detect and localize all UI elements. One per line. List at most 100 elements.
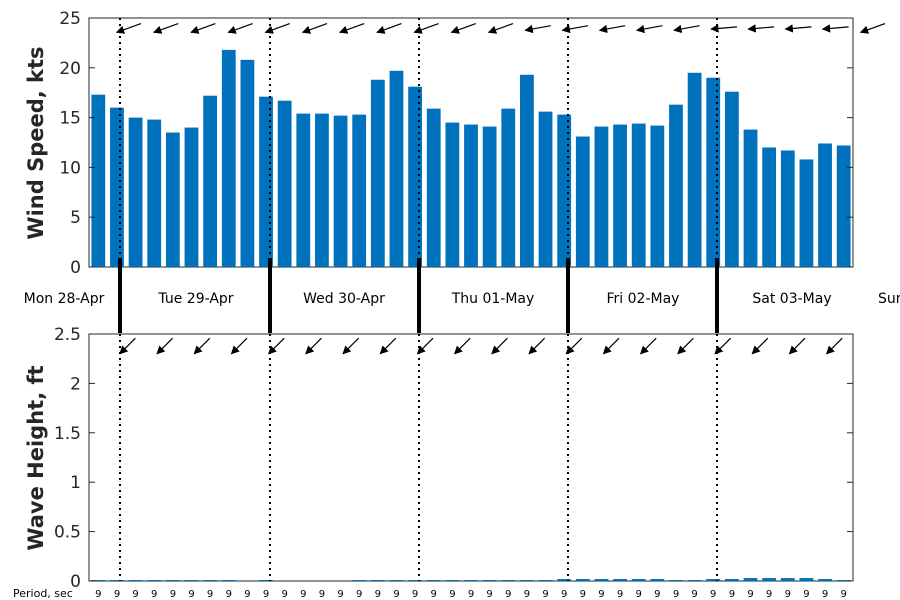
wind-bar [277, 100, 292, 267]
wind-bar [818, 143, 832, 267]
wind-bar [520, 74, 534, 268]
wind-bar [743, 129, 758, 267]
wind-bar [389, 70, 404, 267]
wave-bar [669, 580, 683, 581]
wave-bar [575, 579, 590, 581]
wind-bar [669, 104, 683, 268]
wave-bar [259, 580, 273, 581]
period-value: 9 [524, 589, 530, 600]
wind-ytick-label: 20 [59, 59, 81, 79]
wave-direction-arrow [230, 337, 248, 355]
wind-direction-arrow [115, 23, 142, 34]
wave-direction-arrow [640, 337, 657, 355]
wave-bar [501, 580, 516, 581]
period-value: 9 [803, 589, 809, 600]
wind-direction-arrow [598, 24, 626, 34]
wave-direction-arrow [565, 337, 583, 355]
wave-ytick-label: 2.5 [54, 325, 81, 345]
wind-bar [501, 108, 516, 267]
wave-bar [147, 580, 162, 581]
wave-bar [221, 580, 236, 581]
wind-bar [445, 122, 460, 267]
period-value: 9 [691, 589, 697, 600]
wave-bar [762, 578, 777, 581]
wave-bar [520, 580, 534, 581]
wind-direction-arrow [524, 24, 551, 34]
period-value: 9 [431, 589, 437, 600]
day-label: Sun [878, 291, 900, 307]
wind-bar [128, 117, 143, 267]
wave-direction-arrow [268, 337, 285, 355]
period-value: 9 [505, 589, 511, 600]
period-value: 9 [170, 589, 176, 600]
wind-direction-arrow [561, 24, 589, 34]
period-value: 9 [561, 589, 567, 600]
wave-bar [687, 580, 702, 581]
period-value: 9 [486, 589, 492, 600]
wind-bar [724, 91, 739, 267]
wave-bar [203, 580, 218, 581]
period-value: 9 [412, 589, 418, 600]
period-value: 9 [95, 589, 101, 600]
wave-direction-arrow [714, 337, 732, 355]
period-value: 9 [375, 589, 381, 600]
wind-bar [594, 126, 609, 267]
wave-direction-arrow [602, 337, 620, 355]
wind-bar [482, 126, 497, 267]
wind-bar [706, 77, 721, 267]
day-labels: Mon 28-Apr Tue 29-Apr Wed 30-Apr Thu 01-May… [24, 258, 900, 333]
wind-direction-arrow [710, 24, 738, 33]
period-value: 9 [449, 589, 455, 600]
period-value: 9 [822, 589, 828, 600]
period-value: 9 [319, 589, 325, 600]
period-value: 9 [188, 589, 194, 600]
wind-bar [110, 107, 124, 267]
wave-bar [650, 579, 665, 581]
period-value: 9 [673, 589, 679, 600]
period-value: 9 [766, 589, 772, 600]
wind-direction-arrow [747, 24, 775, 33]
wave-direction-arrow [826, 337, 843, 355]
period-value: 9 [244, 589, 250, 600]
wave-bar [743, 578, 758, 581]
wave-direction-arrow [528, 337, 546, 355]
wave-direction-arrow [454, 337, 471, 355]
wind-bar [575, 136, 590, 267]
wave-direction-arrow [156, 337, 174, 355]
wave-bar [389, 580, 404, 581]
period-value: 9 [654, 589, 660, 600]
period-value: 9 [393, 589, 399, 600]
wind-bar [147, 119, 162, 267]
period-value: 9 [841, 589, 847, 600]
wave-bar [184, 580, 199, 581]
day-label: Thu 01-May [451, 291, 535, 307]
period-value: 9 [207, 589, 213, 600]
period-value: 9 [785, 589, 791, 600]
period-value: 9 [300, 589, 306, 600]
day-label: Fri 02-May [607, 291, 680, 307]
wave-direction-arrow [305, 337, 322, 355]
wave-bar [408, 580, 422, 581]
wave-ytick-label: 0 [70, 572, 81, 592]
wave-bar [445, 580, 460, 581]
period-row: Period, sec 9 9 9 9 9 9 9 9 9 9 9 9 9 9 9 9 9 9 9 9 9 9 9 9 9 9 9 9 9… [13, 587, 847, 600]
wind-bar [352, 114, 367, 267]
wave-bar [780, 578, 795, 581]
period-value: 9 [337, 589, 343, 600]
wind-bar [426, 108, 441, 267]
wave-direction-arrow [751, 337, 769, 355]
period-value: 9 [114, 589, 120, 600]
wind-bar [650, 125, 665, 267]
wind-bar [184, 127, 199, 267]
wind-direction-arrow [376, 23, 402, 34]
wind-bar [538, 111, 553, 268]
wind-bar [315, 113, 329, 268]
wave-axes-box [88, 333, 854, 582]
period-value: 9 [580, 589, 586, 600]
period-value: 9 [356, 589, 362, 600]
wave-ylabel: Wave Height, ft [24, 365, 48, 550]
wind-bar [240, 59, 255, 267]
wind-bar [165, 132, 180, 267]
period-value: 9 [468, 589, 474, 600]
